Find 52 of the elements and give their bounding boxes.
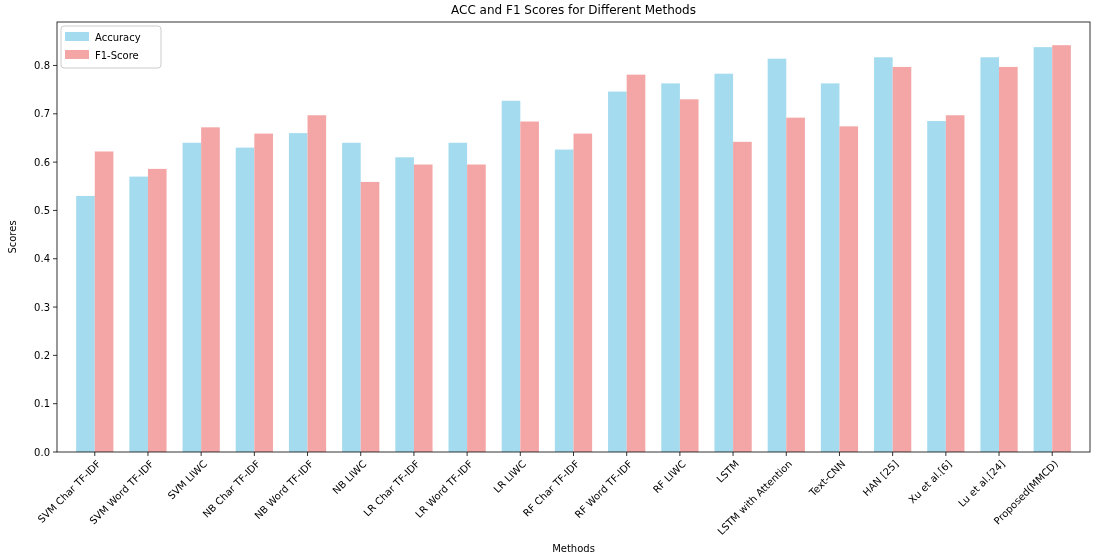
bar [839, 126, 859, 452]
bar [76, 195, 95, 452]
bar [733, 141, 752, 452]
bar [201, 127, 220, 452]
bar [254, 133, 273, 452]
y-tick-label: 0.6 [34, 156, 50, 168]
bar [820, 83, 840, 452]
bar [714, 73, 734, 452]
bar [395, 157, 414, 452]
bar [467, 164, 486, 452]
y-tick-label: 0.1 [34, 398, 50, 410]
y-tick-label: 0.3 [34, 301, 50, 313]
bar [520, 121, 539, 452]
bar [608, 91, 627, 452]
y-tick-label: 0.8 [34, 59, 50, 71]
bar [999, 66, 1018, 452]
bar [626, 74, 646, 452]
bar [980, 57, 1000, 452]
bar [945, 115, 965, 452]
bar [342, 142, 361, 452]
y-tick-label: 0.5 [34, 204, 50, 216]
y-axis-title: Scores [7, 220, 18, 254]
y-tick-label: 0.0 [34, 446, 50, 458]
bar [892, 66, 912, 452]
bar [786, 117, 805, 452]
bar [679, 99, 699, 452]
bar [1033, 47, 1053, 452]
bar [573, 133, 593, 452]
legend-label: Accuracy [95, 31, 141, 43]
bar [288, 133, 308, 452]
bar [360, 181, 380, 452]
y-tick-label: 0.4 [34, 253, 50, 265]
bar [235, 147, 255, 452]
bar [182, 142, 202, 452]
chart-title: ACC and F1 Scores for Different Methods [451, 3, 696, 17]
bar [94, 151, 114, 452]
bar [767, 58, 787, 452]
y-tick-label: 0.7 [34, 108, 50, 120]
bar [927, 121, 946, 452]
bar [501, 100, 521, 452]
bar [307, 115, 327, 452]
bar [1052, 45, 1071, 452]
bar [554, 149, 574, 452]
y-tick-label: 0.2 [34, 349, 50, 361]
bar [874, 57, 893, 452]
legend-label: F1-Score [95, 49, 139, 61]
bar [129, 176, 148, 452]
bar [413, 164, 433, 452]
bar [448, 142, 468, 452]
bar [147, 168, 167, 452]
x-axis-title: Methods [552, 543, 595, 554]
bar [661, 83, 680, 452]
